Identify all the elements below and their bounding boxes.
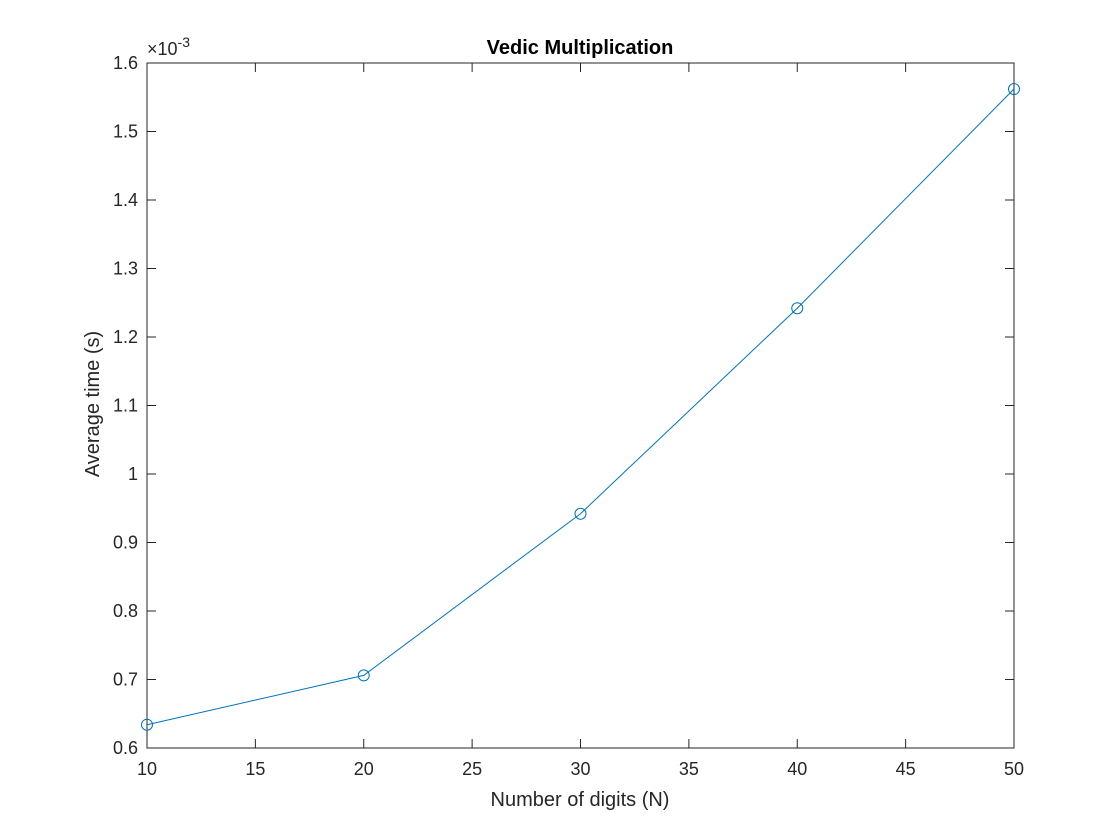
y-exponent-power: -3 — [178, 34, 191, 50]
x-tick-label: 40 — [787, 759, 807, 779]
y-tick-label: 1.2 — [113, 327, 138, 347]
y-tick-label: 1.3 — [113, 259, 138, 279]
data-point-marker — [791, 302, 804, 315]
y-tick-label: 0.7 — [113, 670, 138, 690]
x-tick-label: 10 — [137, 759, 157, 779]
x-tick-label: 25 — [462, 759, 482, 779]
y-tick-label: 1 — [128, 464, 138, 484]
y-tick-label: 1.1 — [113, 396, 138, 416]
x-tick-label: 45 — [896, 759, 916, 779]
data-point-marker — [357, 669, 370, 682]
y-tick-label: 0.8 — [113, 601, 138, 621]
x-tick-label: 15 — [245, 759, 265, 779]
series-line — [146, 88, 1015, 726]
x-axis-title: Number of digits (N) — [491, 789, 670, 811]
y-axis-title: Average time (s) — [82, 331, 104, 477]
y-tick-label: 0.9 — [113, 533, 138, 553]
axes-box — [146, 62, 1015, 749]
y-tick-label: 1.4 — [113, 190, 138, 210]
y-tick-label: 1.5 — [113, 122, 138, 142]
x-tick-label: 20 — [354, 759, 374, 779]
chart-title: Vedic Multiplication — [487, 37, 674, 59]
plot-area: 10 15 20 25 30 35 40 45 50 0.6 0.7 0.8 0.9 1 1.1 1.2 1.3… — [113, 53, 1024, 779]
x-tick-label: 30 — [570, 759, 590, 779]
data-point-marker — [574, 507, 587, 520]
x-tick-label: 50 — [1004, 759, 1024, 779]
y-exponent-label: ×10-3 — [147, 34, 190, 59]
y-tick-label: 1.6 — [113, 53, 138, 73]
data-point-marker — [141, 718, 153, 731]
y-tick-label: 0.6 — [113, 738, 138, 758]
data-point-marker — [1008, 83, 1020, 96]
x-tick-label: 35 — [679, 759, 699, 779]
y-exponent-base: ×10 — [147, 39, 178, 59]
